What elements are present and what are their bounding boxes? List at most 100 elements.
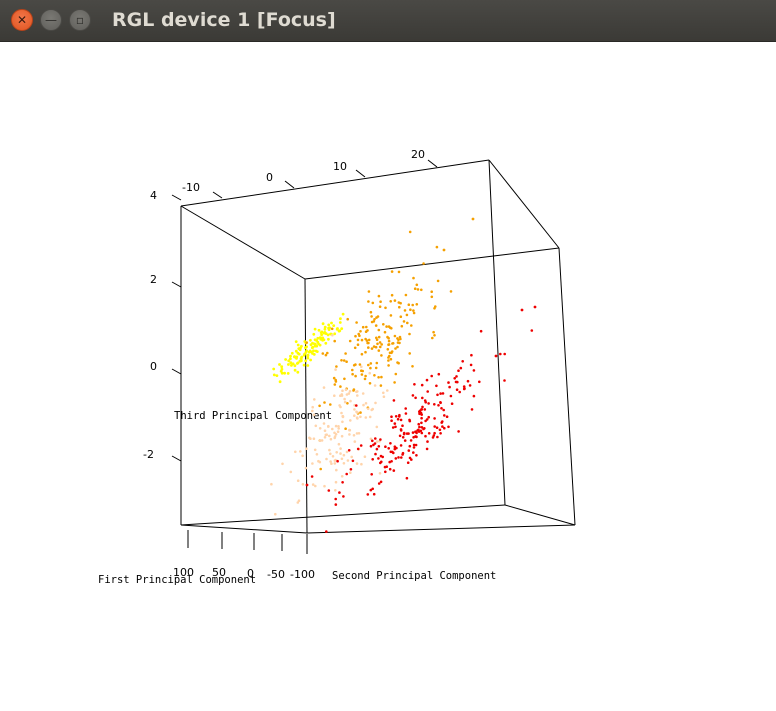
data-point: [402, 320, 406, 323]
minimize-icon[interactable]: —: [40, 9, 62, 31]
data-point: [368, 371, 372, 375]
data-point: [313, 398, 316, 401]
data-point: [401, 436, 405, 439]
left-tick-label: 4: [150, 189, 157, 202]
data-point: [448, 385, 451, 389]
data-point: [321, 322, 325, 326]
data-point: [372, 492, 376, 496]
data-point: [339, 447, 342, 450]
data-point: [362, 403, 365, 407]
data-point: [377, 445, 381, 448]
data-point: [399, 337, 402, 341]
data-point: [384, 445, 387, 449]
data-point: [333, 394, 336, 398]
box-edge: [304, 278, 308, 534]
data-point: [334, 458, 337, 462]
data-point: [401, 451, 405, 455]
bottom-tick-label: 100: [173, 566, 194, 579]
data-point: [363, 377, 367, 381]
data-point: [368, 415, 372, 419]
rgl-canvas[interactable]: -10 0 10 20 4 2 0 -2 100 50 0 -50 -100 T…: [0, 42, 776, 707]
data-point: [323, 436, 327, 439]
data-point: [389, 300, 393, 303]
data-point: [378, 341, 382, 344]
data-point: [397, 338, 400, 342]
data-point: [376, 315, 380, 318]
close-icon[interactable]: ✕: [11, 9, 33, 31]
data-point: [435, 384, 438, 388]
data-point: [377, 328, 381, 332]
data-point: [422, 427, 425, 431]
data-point: [348, 433, 351, 436]
top-tick-label: 10: [333, 160, 347, 173]
data-point: [404, 412, 408, 415]
data-point: [364, 402, 368, 405]
scatter3d-plot[interactable]: -10 0 10 20 4 2 0 -2 100 50 0 -50 -100 T…: [0, 42, 776, 707]
data-point: [340, 393, 344, 396]
data-point: [306, 354, 310, 358]
data-point: [471, 217, 475, 221]
data-point: [315, 339, 318, 342]
data-point: [334, 489, 337, 492]
data-point: [427, 402, 430, 405]
data-point: [327, 337, 330, 341]
maximize-icon[interactable]: ▫: [69, 9, 91, 31]
tick-mark: [171, 455, 182, 462]
data-point: [345, 472, 349, 476]
data-point: [411, 394, 415, 397]
data-point: [369, 310, 373, 314]
data-point: [374, 366, 378, 370]
data-point: [332, 324, 336, 327]
data-point: [334, 424, 338, 428]
data-point: [393, 381, 396, 384]
data-point: [414, 396, 417, 400]
data-point: [336, 459, 339, 463]
data-point: [390, 327, 393, 330]
data-point: [294, 355, 297, 359]
data-point: [375, 425, 379, 429]
data-point: [339, 405, 342, 409]
data-point: [408, 444, 412, 448]
data-point: [329, 452, 332, 456]
data-point: [417, 422, 421, 426]
data-point: [420, 288, 423, 292]
data-point: [389, 357, 393, 361]
data-point: [335, 451, 339, 454]
data-point: [349, 471, 352, 475]
data-point: [433, 425, 437, 428]
data-point: [296, 343, 300, 347]
data-point: [367, 341, 370, 345]
data-point: [420, 421, 423, 425]
x-axis-label: First Principal Component: [98, 574, 256, 586]
data-point: [359, 330, 362, 333]
data-point: [300, 355, 304, 359]
left-tick-label: 0: [150, 360, 157, 373]
data-point: [408, 332, 411, 336]
data-point: [390, 270, 394, 273]
data-point: [380, 375, 383, 379]
data-point: [360, 462, 363, 466]
data-point: [315, 453, 319, 456]
data-point: [295, 362, 299, 365]
data-point: [411, 431, 415, 434]
left-tick-label: 2: [150, 273, 157, 286]
data-point: [359, 411, 362, 414]
data-point: [393, 422, 397, 425]
data-point: [378, 472, 382, 475]
data-point: [312, 353, 316, 356]
data-point: [405, 432, 409, 435]
top-tick-label: -10: [182, 181, 200, 194]
data-point: [424, 434, 427, 438]
data-point: [364, 350, 367, 354]
data-point: [381, 455, 385, 459]
data-point: [356, 447, 360, 451]
data-point: [305, 345, 308, 349]
data-point: [294, 450, 297, 454]
data-point: [378, 305, 382, 309]
y-axis-label: Second Principal Component: [332, 570, 496, 582]
data-point: [302, 363, 306, 367]
data-point: [323, 327, 327, 331]
left-axis: [171, 194, 182, 462]
bottom-tick-label: 0: [247, 567, 254, 580]
data-point: [360, 365, 363, 369]
